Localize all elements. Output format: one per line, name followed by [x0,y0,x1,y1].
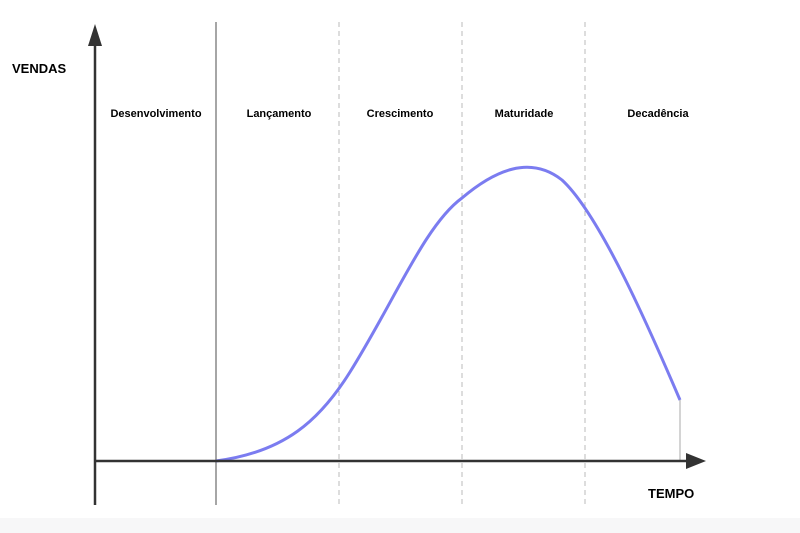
stage-label: Crescimento [367,108,434,120]
bottom-strip [0,518,800,533]
y-axis-arrow [88,24,102,46]
stage-label: Decadência [627,108,689,120]
sales-curve [215,165,682,463]
stage-label: Lançamento [247,108,312,120]
stage-label: Maturidade [495,108,554,120]
x-axis-arrow [686,453,706,469]
x-axis-label: TEMPO [648,486,694,501]
stage-label: Desenvolvimento [110,108,201,120]
y-axis-label: VENDAS [12,61,67,76]
